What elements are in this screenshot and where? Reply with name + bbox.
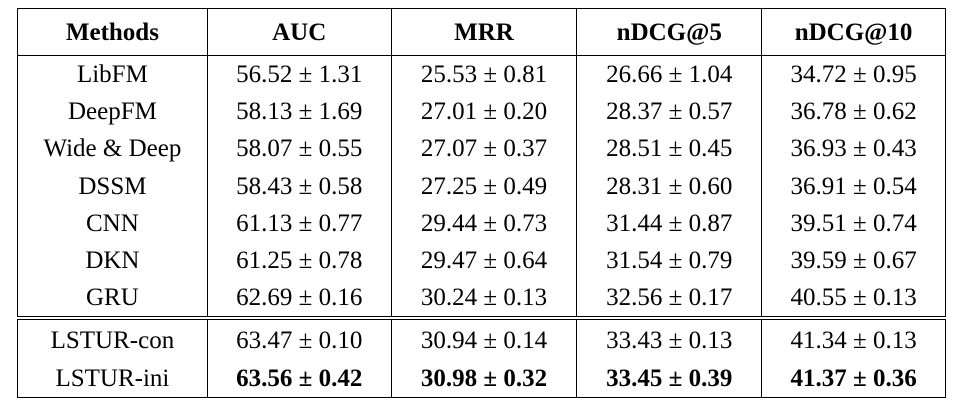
- value-cell: 29.44 ± 0.73: [390, 204, 578, 242]
- value-cell: 61.13 ± 0.77: [206, 204, 392, 242]
- table-row: GRU 62.69 ± 0.16 30.24 ± 0.13 32.56 ± 0.17 4…: [17, 279, 946, 319]
- value-cell: 56.52 ± 1.31: [206, 55, 392, 94]
- value-cell: 33.43 ± 0.13: [576, 316, 763, 360]
- header-row: Methods AUC MRR nDCG@5 nDCG@10: [17, 8, 946, 56]
- table-row: LSTUR-ini 63.56 ± 0.42 30.98 ± 0.32 33.45 ±…: [17, 359, 946, 398]
- header-cell: nDCG@10: [761, 8, 946, 56]
- value-cell: 63.47 ± 0.10: [206, 316, 392, 360]
- value-cell: 34.72 ± 0.95: [761, 55, 946, 94]
- header-cell: nDCG@5: [576, 8, 763, 56]
- method-cell: DKN: [17, 241, 208, 280]
- value-cell: 62.69 ± 0.16: [206, 279, 392, 319]
- value-cell: 39.51 ± 0.74: [761, 204, 946, 242]
- value-cell: 30.24 ± 0.13: [390, 279, 578, 319]
- value-cell: 58.43 ± 0.58: [206, 167, 392, 205]
- value-cell: 27.01 ± 0.20: [390, 93, 578, 131]
- table-row: DeepFM 58.13 ± 1.69 27.01 ± 0.20 28.37 ± 0.…: [17, 93, 946, 131]
- method-cell: LibFM: [17, 55, 208, 94]
- table-row: DSSM 58.43 ± 0.58 27.25 ± 0.49 28.31 ± 0.60…: [17, 167, 946, 205]
- header-cell: AUC: [206, 8, 392, 56]
- table-body: LibFM 56.52 ± 1.31 25.53 ± 0.81 26.66 ± 1.0…: [17, 55, 946, 398]
- method-cell: DSSM: [17, 167, 208, 205]
- value-cell: 30.94 ± 0.14: [390, 316, 578, 360]
- value-cell: 36.93 ± 0.43: [761, 130, 946, 168]
- table-row: LibFM 56.52 ± 1.31 25.53 ± 0.81 26.66 ± 1.0…: [17, 55, 946, 94]
- value-cell: 30.98 ± 0.32: [390, 359, 578, 398]
- value-cell: 41.34 ± 0.13: [761, 316, 946, 360]
- value-cell: 36.91 ± 0.54: [761, 167, 946, 205]
- value-cell: 28.37 ± 0.57: [576, 93, 763, 131]
- value-cell: 63.56 ± 0.42: [206, 359, 392, 398]
- value-cell: 41.37 ± 0.36: [761, 359, 946, 398]
- value-cell: 28.31 ± 0.60: [576, 167, 763, 205]
- method-cell: GRU: [17, 279, 208, 319]
- value-cell: 39.59 ± 0.67: [761, 241, 946, 280]
- value-cell: 27.25 ± 0.49: [390, 167, 578, 205]
- table-row: DKN 61.25 ± 0.78 29.47 ± 0.64 31.54 ± 0.79 3…: [17, 241, 946, 280]
- value-cell: 32.56 ± 0.17: [576, 279, 763, 319]
- value-cell: 61.25 ± 0.78: [206, 241, 392, 280]
- results-table: Methods AUC MRR nDCG@5 nDCG@10 LibFM 56.52 ± …: [17, 8, 946, 398]
- header-cell: MRR: [390, 8, 578, 56]
- value-cell: 26.66 ± 1.04: [576, 55, 763, 94]
- table-row: Wide & Deep 58.07 ± 0.55 27.07 ± 0.37 28.51…: [17, 130, 946, 168]
- table-row: LSTUR-con 63.47 ± 0.10 30.94 ± 0.14 33.43 ±…: [17, 316, 946, 360]
- value-cell: 40.55 ± 0.13: [761, 279, 946, 319]
- method-cell: LSTUR-ini: [17, 359, 208, 398]
- method-cell: LSTUR-con: [17, 316, 208, 360]
- method-cell: Wide & Deep: [17, 130, 208, 168]
- value-cell: 33.45 ± 0.39: [576, 359, 763, 398]
- table-row: CNN 61.13 ± 0.77 29.44 ± 0.73 31.44 ± 0.87 3…: [17, 204, 946, 242]
- value-cell: 36.78 ± 0.62: [761, 93, 946, 131]
- method-cell: CNN: [17, 204, 208, 242]
- value-cell: 31.54 ± 0.79: [576, 241, 763, 280]
- header-cell: Methods: [17, 8, 208, 56]
- value-cell: 31.44 ± 0.87: [576, 204, 763, 242]
- value-cell: 27.07 ± 0.37: [390, 130, 578, 168]
- method-cell: DeepFM: [17, 93, 208, 131]
- value-cell: 58.07 ± 0.55: [206, 130, 392, 168]
- value-cell: 25.53 ± 0.81: [390, 55, 578, 94]
- value-cell: 28.51 ± 0.45: [576, 130, 763, 168]
- value-cell: 58.13 ± 1.69: [206, 93, 392, 131]
- value-cell: 29.47 ± 0.64: [390, 241, 578, 280]
